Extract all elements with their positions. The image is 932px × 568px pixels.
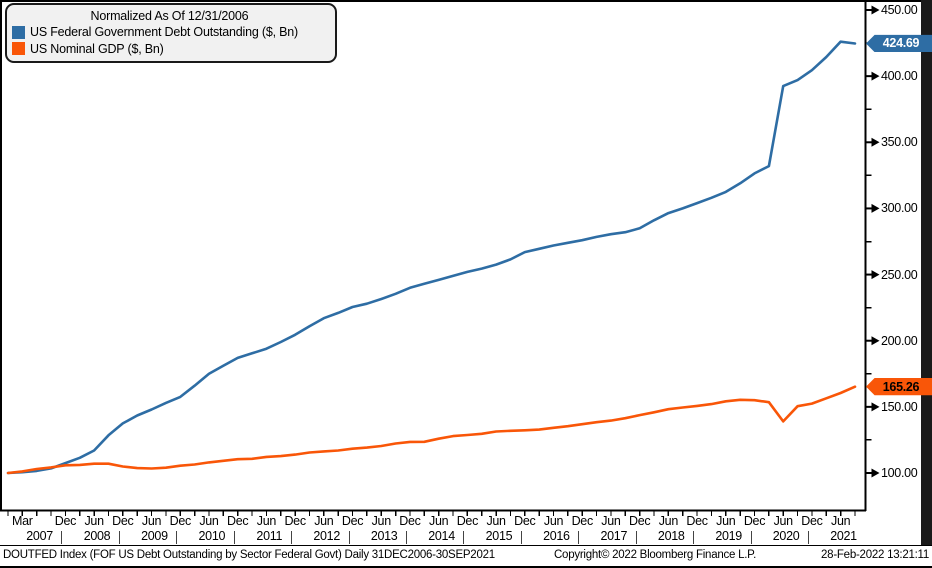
x-axis-month-label: Dec xyxy=(112,514,134,528)
x-axis-month-label: Jun xyxy=(199,514,219,528)
x-axis-month-label: Jun xyxy=(543,514,564,528)
x-axis-month-label: Dec xyxy=(514,514,536,528)
y-axis-tick-label: 250.00 xyxy=(881,267,918,282)
x-axis-month-label: Jun xyxy=(141,514,162,528)
chart-top-border xyxy=(0,0,932,2)
x-axis-month-label: Dec xyxy=(801,514,823,528)
y-axis-tick-label: 150.00 xyxy=(881,399,918,414)
x-axis-month-label: Dec xyxy=(284,514,306,528)
footer-divider xyxy=(0,545,932,546)
chart-bottom-border xyxy=(0,566,932,568)
x-axis-month-label: Dec xyxy=(628,514,651,528)
timestamp: 28-Feb-2022 13:21:11 xyxy=(821,549,929,561)
y-tick-arrow-icon xyxy=(871,336,880,346)
x-axis-month-label: Dec xyxy=(686,514,708,528)
x-axis-month-label: Jun xyxy=(486,514,506,528)
year-separator xyxy=(807,531,809,544)
y-axis-tick-label: 300.00 xyxy=(881,201,918,216)
year-separator xyxy=(61,531,63,544)
gdp-line-series xyxy=(6,385,857,475)
x-axis-month-label: Jun xyxy=(256,514,277,528)
x-axis-month-label: Jun xyxy=(601,514,621,528)
y-axis-tick-label: 450.00 xyxy=(881,3,918,17)
x-axis-month-label: Mar xyxy=(12,514,33,528)
x-axis-year-label: 2018 xyxy=(657,529,685,543)
x-axis-month-label: Jun xyxy=(658,514,679,528)
debt-last-value-tag: 424.69 xyxy=(866,34,932,53)
year-separator xyxy=(693,531,695,544)
year-separator xyxy=(176,531,178,544)
y-tick-arrow-icon xyxy=(871,468,880,478)
x-axis-year-label: 2008 xyxy=(83,529,111,543)
x-axis-year-label: 2020 xyxy=(772,529,800,543)
debt-series-swatch xyxy=(12,25,25,39)
x-axis-month-label: Jun xyxy=(773,514,794,528)
year-separator xyxy=(578,531,580,544)
x-axis-month-label: Dec xyxy=(54,514,77,528)
year-separator xyxy=(750,531,752,544)
year-separator xyxy=(520,531,522,544)
x-axis-month-label: Dec xyxy=(341,514,364,528)
y-axis-tick-label: 400.00 xyxy=(881,69,918,84)
x-axis-year-label: 2015 xyxy=(485,529,513,543)
year-separator xyxy=(463,531,465,544)
year-separator xyxy=(233,531,235,544)
gdp-series-swatch xyxy=(12,42,25,56)
legend-item-gdp: US Nominal GDP ($, Bn) xyxy=(12,41,327,58)
legend-item-debt: US Federal Government Debt Outstanding (… xyxy=(12,24,327,41)
status-bar: DOUTFED Index (FOF US Debt Outstanding b… xyxy=(0,546,932,566)
x-axis-month-label: Jun xyxy=(314,514,334,528)
x-axis-year-label: 2007 xyxy=(26,529,53,543)
y-tick-arrow-icon xyxy=(871,137,880,147)
x-axis-year-label: 2010 xyxy=(198,529,226,543)
x-axis-month-label: Dec xyxy=(456,514,479,528)
x-axis-year-label: 2011 xyxy=(256,529,283,543)
x-axis-year-label: 2016 xyxy=(543,529,570,543)
legend-title: Normalized As Of 12/31/2006 xyxy=(90,9,249,23)
y-tick-arrow-icon xyxy=(871,203,880,213)
x-axis-year-label: 2013 xyxy=(370,529,398,543)
x-axis-year-label: 2021 xyxy=(830,529,857,543)
y-axis-tick-label: 100.00 xyxy=(881,466,918,480)
year-separator xyxy=(635,531,637,544)
y-tick-arrow-icon xyxy=(871,5,880,15)
x-axis-month-label: Jun xyxy=(831,514,851,528)
y-axis-tick-label: 200.00 xyxy=(881,333,918,348)
year-separator xyxy=(348,531,350,544)
x-axis-month-label: Dec xyxy=(399,514,421,528)
x-axis-month-label: Dec xyxy=(169,514,192,528)
y-axis-tick-label: 350.00 xyxy=(881,135,918,150)
y-tick-arrow-icon xyxy=(871,71,880,81)
chart-legend[interactable]: Normalized As Of 12/31/2006 US Federal G… xyxy=(5,3,337,63)
x-axis-year-label: 2014 xyxy=(428,529,455,543)
ticker-description: DOUTFED Index (FOF US Debt Outstanding b… xyxy=(3,549,495,561)
terminal-right-strip xyxy=(921,0,932,546)
legend-item-label: US Nominal GDP ($, Bn) xyxy=(30,41,164,56)
x-axis-year-label: 2009 xyxy=(141,529,168,543)
x-axis-month-label: Dec xyxy=(571,514,594,528)
x-axis-year-label: 2017 xyxy=(600,529,628,543)
year-separator xyxy=(291,531,293,544)
x-axis-month-label: Jun xyxy=(429,514,449,528)
chart-left-border xyxy=(0,0,2,511)
x-axis-month-label: Jun xyxy=(716,514,736,528)
x-axis-year-label: 2019 xyxy=(715,529,742,543)
x-axis-month-label: Dec xyxy=(743,514,766,528)
year-separator xyxy=(405,531,407,544)
x-axis-month-label: Jun xyxy=(371,514,392,528)
gdp-last-value-tag: 165.26 xyxy=(866,378,932,396)
copyright-text: Copyright© 2022 Bloomberg Finance L.P. xyxy=(554,549,757,561)
legend-item-label: US Federal Government Debt Outstanding (… xyxy=(30,25,299,39)
y-tick-arrow-icon xyxy=(871,270,880,280)
year-separator xyxy=(118,531,120,544)
x-axis-month-label: Dec xyxy=(227,514,249,528)
y-tick-arrow-icon xyxy=(871,402,880,412)
x-axis-month-label: Jun xyxy=(84,514,104,528)
debt-line-series xyxy=(6,40,857,475)
x-axis-year-label: 2012 xyxy=(313,529,340,543)
